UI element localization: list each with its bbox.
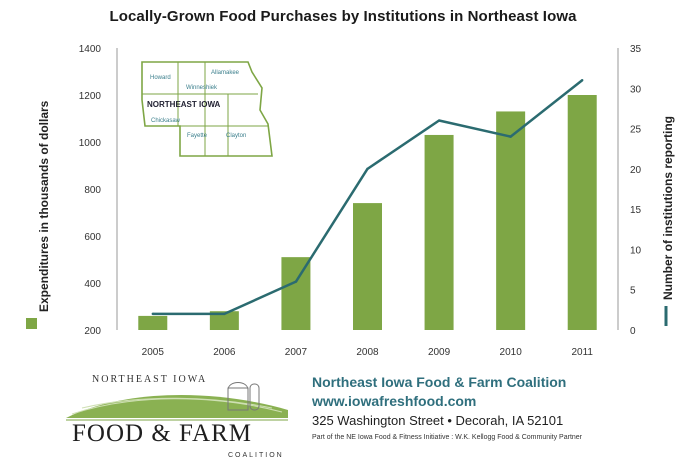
chart-axes: [116, 48, 619, 330]
map-county-label: Fayette: [187, 133, 208, 139]
combo-chart: Howard Allamakee Winneshiek NORTHEAST IO…: [26, 44, 675, 358]
map-county-label: Allamakee: [211, 70, 240, 76]
line-point-2005: [151, 312, 154, 316]
partner-note: Part of the NE Iowa Food & Fitness Initi…: [312, 434, 583, 441]
org-url-link[interactable]: www.iowafreshfood.com: [312, 393, 477, 409]
left-tick-label: 1200: [79, 91, 102, 102]
x-tick-label: 2009: [428, 347, 451, 358]
bar-2006: [209, 311, 239, 330]
northeast-iowa-map: Howard Allamakee Winneshiek NORTHEAST IO…: [141, 61, 273, 157]
org-address: 325 Washington Street • Decorah, IA 5210…: [312, 413, 564, 428]
x-tick-label: 2006: [213, 347, 236, 358]
bar-2008: [353, 203, 382, 330]
right-tick-label: 20: [630, 165, 642, 176]
right-tick-label: 10: [630, 245, 642, 256]
x-tick-label: 2010: [500, 347, 523, 358]
logo-sub-text: COALITION: [228, 452, 284, 459]
map-county-label: Clayton: [226, 133, 246, 139]
footer: NORTHEAST IOWA FOOD & FARM COALITION Nor…: [0, 360, 686, 460]
line-point-2008: [366, 167, 369, 171]
tick-labels: 200 400 600 800 1000 1200 1400 0 5 10 15 20 25 30 35 20…: [79, 44, 642, 358]
food-farm-coalition-logo: NORTHEAST IOWA FOOD & FARM COALITION: [62, 368, 292, 459]
map-title: NORTHEAST IOWA: [147, 100, 221, 109]
right-tick-label: 0: [630, 326, 636, 337]
left-tick-label: 1000: [79, 138, 102, 149]
left-tick-label: 400: [84, 279, 101, 290]
right-tick-label: 25: [630, 125, 642, 136]
right-tick-label: 5: [630, 286, 636, 297]
line-point-2009: [437, 119, 441, 122]
bar-series: [138, 95, 597, 330]
left-tick-label: 600: [84, 232, 101, 243]
right-tick-label: 30: [630, 84, 642, 95]
right-axis-title: Number of institutions reporting: [661, 116, 675, 300]
logo-landscape-graphic: [66, 382, 288, 421]
bar-2007: [281, 257, 311, 330]
left-axis-title: Expenditures in thousands of dollars: [37, 100, 51, 312]
line-series: [151, 79, 584, 316]
chart-title: Locally-Grown Food Purchases by Institut…: [109, 8, 577, 25]
line-point-2006: [223, 312, 226, 316]
bar-2011: [567, 95, 597, 330]
logo-main-text: FOOD & FARM: [72, 420, 253, 447]
bar-legend-swatch: [26, 318, 37, 329]
right-tick-label: 35: [630, 44, 642, 55]
x-tick-label: 2005: [142, 347, 165, 358]
map-county-label: Howard: [150, 75, 171, 81]
x-tick-label: 2011: [571, 347, 593, 358]
right-tick-label: 15: [630, 205, 642, 216]
bar-2005: [138, 315, 168, 330]
bar-2009: [424, 134, 454, 330]
map-county-label: Chickasaw: [151, 118, 181, 124]
x-tick-label: 2007: [285, 347, 308, 358]
bar-2010: [496, 111, 526, 330]
left-tick-label: 800: [84, 185, 101, 196]
line-point-2011: [581, 79, 584, 82]
line-point-2007: [294, 280, 298, 283]
logo-top-text: NORTHEAST IOWA: [92, 374, 208, 385]
organization-info: Northeast Iowa Food & Farm Coalition www…: [312, 374, 682, 441]
map-county-label: Winneshiek: [186, 85, 218, 91]
line-point-2010: [509, 135, 512, 138]
org-name: Northeast Iowa Food & Farm Coalition: [312, 374, 567, 390]
left-tick-label: 200: [84, 326, 101, 337]
x-tick-label: 2008: [356, 347, 379, 358]
left-tick-label: 1400: [79, 44, 102, 55]
